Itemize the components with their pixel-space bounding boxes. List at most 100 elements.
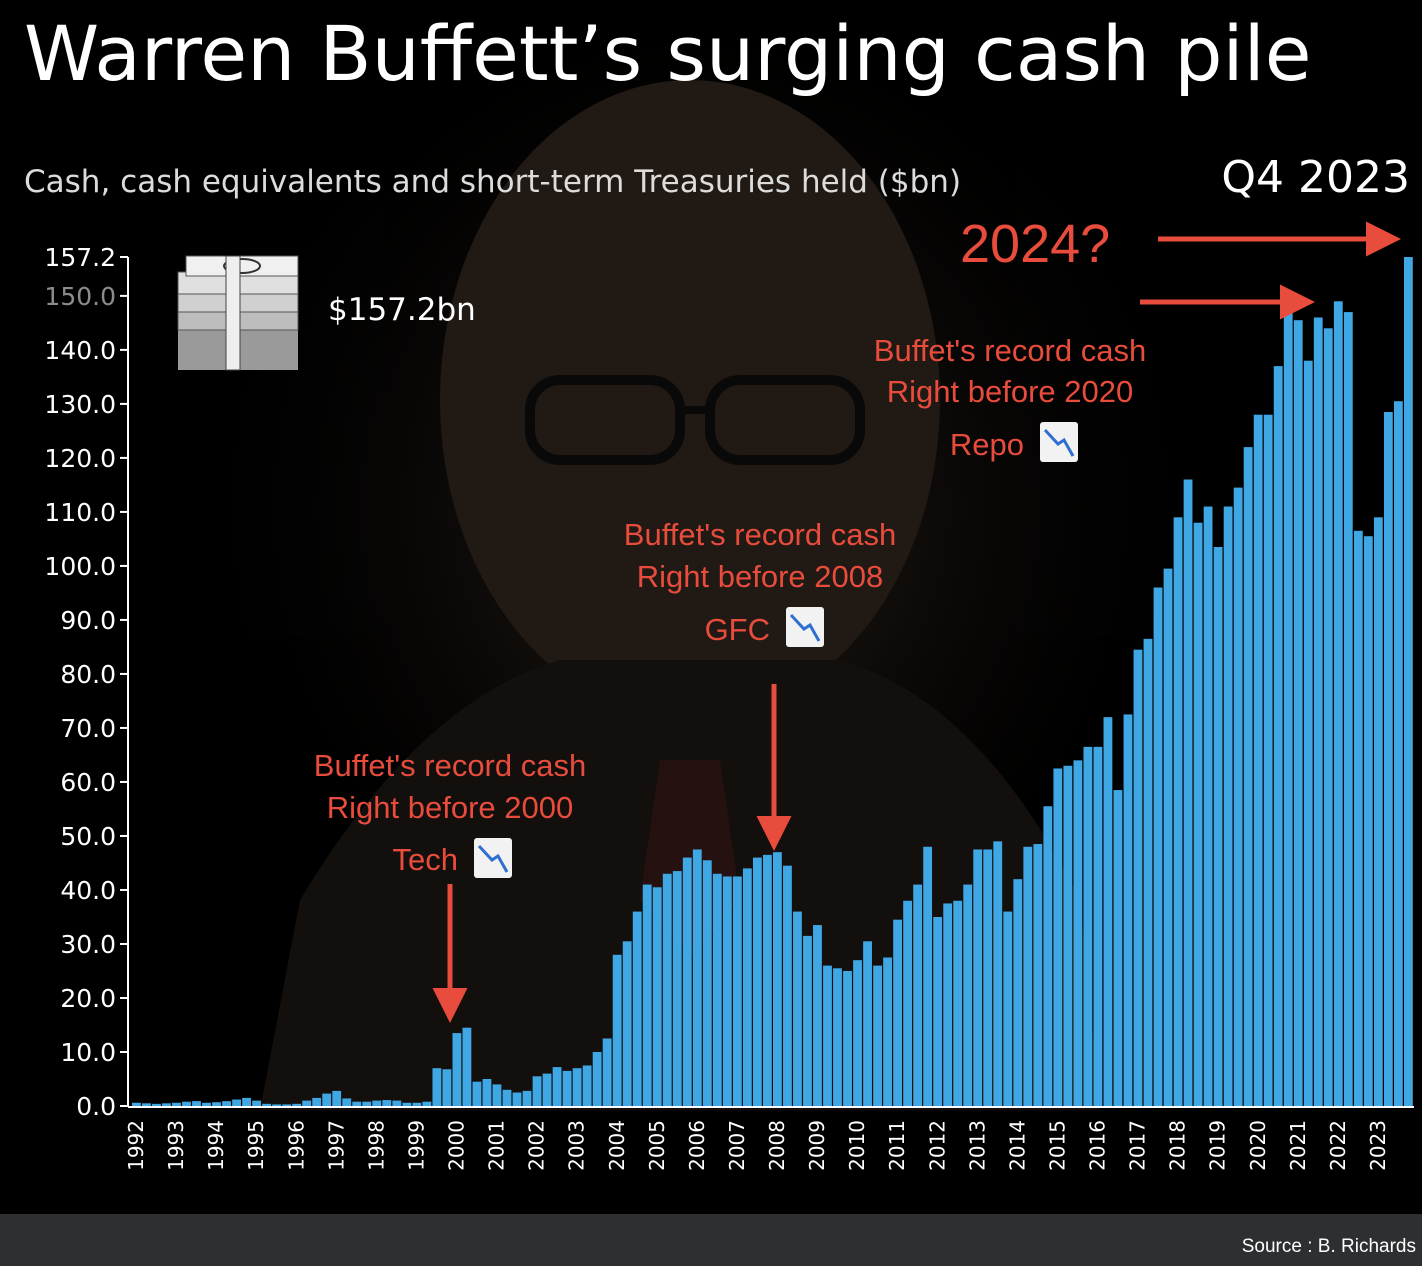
bar [472, 1081, 482, 1106]
x-tick-label: 1995 [244, 1120, 268, 1171]
y-tick-label: 157.2 [44, 243, 116, 272]
x-tick-label: 2000 [445, 1120, 469, 1171]
bar [1003, 911, 1013, 1106]
x-tick-label: 2015 [1045, 1120, 1069, 1171]
bar [392, 1100, 402, 1106]
bar [522, 1090, 532, 1106]
bar [913, 884, 923, 1106]
bar [202, 1102, 211, 1106]
bar [312, 1097, 322, 1106]
bar [863, 941, 872, 1106]
bar [853, 960, 862, 1106]
bar [442, 1069, 452, 1106]
x-tick-label: 2016 [1086, 1120, 1110, 1171]
bar [192, 1101, 201, 1106]
bar [702, 860, 712, 1106]
annotation-2008-line1: Buffet's record cash [624, 517, 896, 552]
x-tick-label: 2022 [1326, 1120, 1350, 1171]
bar [552, 1067, 562, 1106]
annotation-2000-line2: Right before 2000 [327, 790, 573, 825]
bar [1253, 414, 1263, 1106]
bar [823, 965, 832, 1106]
bar [1063, 765, 1073, 1106]
bar [232, 1099, 241, 1106]
x-tick-label: 2008 [765, 1120, 789, 1171]
bar [773, 852, 782, 1106]
bar [1103, 717, 1113, 1106]
bar [162, 1103, 171, 1106]
bar [762, 854, 772, 1106]
bar [572, 1068, 582, 1106]
bar [692, 849, 702, 1106]
x-tick-label: 2003 [565, 1120, 589, 1171]
y-tick-label: 40.0 [60, 876, 116, 905]
bar [642, 884, 652, 1106]
bar [502, 1089, 512, 1106]
bar [462, 1027, 472, 1106]
bar [1333, 301, 1343, 1106]
bar [833, 968, 842, 1106]
bar [272, 1104, 282, 1106]
bar [1123, 714, 1133, 1106]
bar [1163, 568, 1173, 1106]
bar [582, 1065, 592, 1106]
bar [1323, 328, 1333, 1106]
x-tick-label: 2012 [925, 1120, 949, 1171]
x-tick-label: 2006 [685, 1120, 709, 1171]
bar [1363, 536, 1373, 1106]
bar [1343, 312, 1353, 1107]
bar [432, 1068, 442, 1106]
y-tick-label: 100.0 [44, 552, 116, 581]
x-tick-label: 2005 [645, 1120, 669, 1171]
bar [1043, 806, 1053, 1106]
bar [783, 865, 792, 1106]
bar [973, 849, 983, 1106]
bar [1033, 844, 1043, 1106]
annotation-2008: Buffet's record cash Right before 2008 G… [624, 517, 896, 851]
chart-decreasing-icon [786, 607, 824, 647]
bar [923, 846, 933, 1106]
annotation-2000-line3: Tech [393, 842, 458, 877]
bar [482, 1079, 492, 1106]
x-tick-label: 2001 [485, 1120, 509, 1171]
bar [132, 1102, 141, 1106]
bar [362, 1101, 372, 1106]
bar [722, 876, 732, 1106]
bar [1393, 401, 1403, 1106]
bar [1173, 517, 1183, 1106]
annotation-2020-line3: Repo [950, 427, 1024, 462]
source-credit: Source : B. Richards [1241, 1236, 1416, 1257]
bar [292, 1103, 302, 1106]
x-tick-label: 2007 [725, 1120, 749, 1171]
bar [843, 970, 852, 1106]
x-tick-label: 1999 [404, 1120, 428, 1171]
bar [752, 857, 762, 1106]
bar [1183, 479, 1193, 1106]
annotation-2020-line1: Buffet's record cash [874, 333, 1146, 368]
bar [903, 900, 913, 1106]
bar [412, 1102, 422, 1106]
x-tick-label: 2004 [605, 1120, 629, 1171]
bar [963, 884, 973, 1106]
bar [1083, 746, 1093, 1106]
bar [592, 1051, 602, 1106]
bar [212, 1102, 221, 1106]
bar [732, 876, 742, 1106]
bar [222, 1101, 231, 1106]
bar [672, 871, 682, 1106]
bar [422, 1101, 432, 1106]
bar [562, 1070, 572, 1106]
chart-title: Warren Buffett’s surging cash pile [24, 9, 1311, 98]
annotation-2024-label: 2024? [960, 214, 1110, 274]
bar [1293, 320, 1303, 1106]
bar [1053, 768, 1063, 1106]
bar [252, 1100, 262, 1106]
y-tick-label: 130.0 [44, 390, 116, 419]
bar [742, 868, 752, 1106]
x-tick-label: 2002 [525, 1120, 549, 1171]
bar [1353, 530, 1363, 1106]
annotation-2024: 2024? [960, 214, 1401, 274]
bar [1143, 638, 1153, 1106]
bar [152, 1103, 161, 1106]
bar [282, 1104, 292, 1106]
